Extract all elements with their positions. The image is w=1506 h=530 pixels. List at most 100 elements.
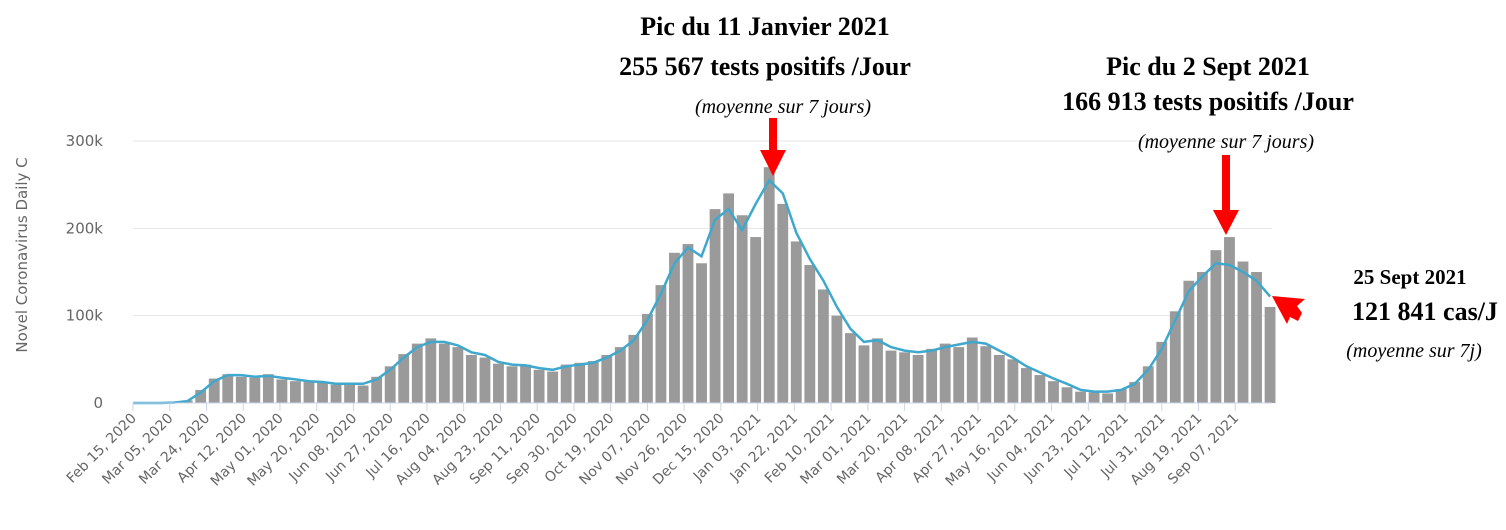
bar [1156, 341, 1168, 403]
annotation-text: (moyenne sur 7 jours) [695, 96, 871, 118]
annotation: Pic du 11 Janvier 2021 255 567 tests pos… [619, 12, 911, 118]
bar [1169, 311, 1181, 403]
bar [1224, 237, 1235, 403]
bar [736, 215, 748, 403]
bar [1251, 272, 1262, 403]
bar [872, 338, 883, 403]
bar [641, 313, 653, 403]
bar [303, 382, 315, 403]
bar [1264, 306, 1276, 403]
bar [939, 343, 951, 403]
arrow-shaft [769, 118, 777, 153]
bar [520, 364, 531, 403]
bar [1196, 272, 1208, 403]
bar [601, 354, 613, 403]
bar [817, 289, 829, 403]
bar [790, 241, 802, 403]
bar [1115, 389, 1127, 403]
bar [344, 382, 355, 403]
bar [858, 345, 870, 403]
bar [425, 338, 437, 403]
bar [1007, 359, 1019, 403]
bar [493, 363, 504, 403]
bar [506, 366, 518, 403]
bar [1034, 375, 1046, 403]
bar [452, 347, 464, 403]
bar [777, 203, 789, 403]
bar [723, 193, 735, 403]
bar [587, 361, 599, 403]
bar [993, 354, 1005, 403]
bar [547, 371, 559, 403]
bar [1020, 368, 1032, 403]
annotation-text: Pic du 11 Janvier 2021 [640, 12, 889, 41]
y-tick-label: 100k [66, 307, 104, 325]
arrow-head [760, 150, 786, 176]
bar [398, 354, 410, 403]
bar [371, 376, 383, 403]
arrow-head [1213, 210, 1239, 235]
arrow-head [1272, 296, 1305, 324]
bar [831, 315, 843, 403]
bar [912, 354, 924, 403]
bar [696, 263, 707, 403]
bar [574, 362, 586, 403]
bar [330, 384, 342, 403]
bar [560, 364, 572, 403]
annotation-text: 255 567 tests positifs /Jour [619, 52, 911, 81]
bar [628, 334, 640, 403]
bar [885, 350, 897, 403]
bar [966, 337, 978, 403]
bar [1129, 382, 1141, 403]
bar [208, 378, 220, 403]
bar [1142, 366, 1154, 403]
bar [479, 357, 491, 403]
bar [926, 348, 938, 403]
bar [1075, 391, 1086, 403]
bar [249, 377, 261, 403]
annotation-text: 25 Sept 2021 [1353, 265, 1466, 289]
bar [533, 369, 545, 403]
bar [465, 354, 477, 403]
y-axis-label: Novel Coronavirus Daily C [13, 157, 31, 352]
bar [1237, 261, 1249, 403]
y-tick-label: 200k [66, 219, 104, 237]
bar [669, 252, 680, 403]
bar [290, 381, 301, 403]
bar [235, 376, 247, 403]
line [133, 178, 1272, 405]
annotation-text: 121 841 cas/J [1352, 297, 1498, 326]
bar [953, 347, 965, 403]
bar [317, 382, 328, 403]
bar [384, 366, 396, 403]
bar [222, 374, 234, 403]
bar [357, 385, 369, 403]
bar [763, 167, 775, 403]
bar [411, 343, 423, 403]
bar [750, 237, 762, 403]
y-tick-label: 0 [93, 394, 103, 412]
annotation: 25 Sept 2021 121 841 cas/J (moyenne sur … [1346, 265, 1498, 362]
bar [276, 379, 288, 403]
annotation: Pic du 2 Sept 2021 166 913 tests positif… [1062, 52, 1354, 153]
bar [1061, 387, 1073, 403]
bar [438, 343, 450, 403]
bar [614, 347, 626, 403]
annotation-text: (moyenne sur 7j) [1346, 340, 1482, 362]
bar [1088, 392, 1100, 403]
bar [1048, 381, 1059, 403]
bar [1210, 250, 1222, 403]
annotation-text: Pic du 2 Sept 2021 [1106, 52, 1310, 81]
annotation-text: 166 913 tests positifs /Jour [1062, 87, 1354, 116]
bar [655, 285, 667, 403]
arrows [760, 118, 1305, 324]
bar [804, 265, 816, 403]
y-tick-label: 300k [66, 132, 104, 150]
bar [845, 333, 856, 403]
bar [899, 352, 910, 403]
bar [980, 346, 992, 403]
bar [682, 244, 694, 403]
bar [709, 209, 721, 403]
